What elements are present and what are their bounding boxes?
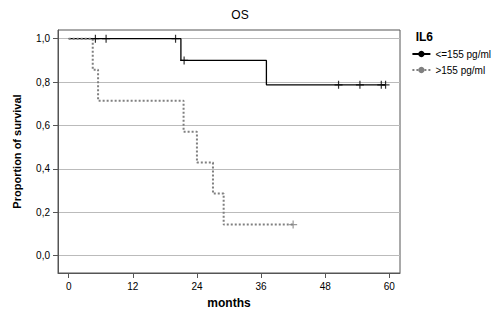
svg-text:0,2: 0,2 [36, 207, 50, 218]
svg-text:IL6: IL6 [416, 30, 434, 44]
svg-text:0,8: 0,8 [36, 77, 50, 88]
svg-text:0,4: 0,4 [36, 163, 50, 174]
svg-text:0,6: 0,6 [36, 120, 50, 131]
svg-text:1,0: 1,0 [36, 33, 50, 44]
svg-text:36: 36 [256, 281, 268, 292]
svg-text:0: 0 [66, 281, 72, 292]
svg-text:12: 12 [127, 281, 139, 292]
svg-text:0,0: 0,0 [36, 250, 50, 261]
svg-text:Proportion of survival: Proportion of survival [11, 94, 23, 208]
svg-text:24: 24 [191, 281, 203, 292]
svg-text:48: 48 [320, 281, 332, 292]
svg-text:OS: OS [231, 8, 248, 22]
svg-text:<=155 pg/ml: <=155 pg/ml [435, 49, 491, 60]
svg-text:>155 pg/ml: >155 pg/ml [435, 65, 485, 76]
svg-text:months: months [207, 296, 251, 310]
svg-text:60: 60 [384, 281, 396, 292]
